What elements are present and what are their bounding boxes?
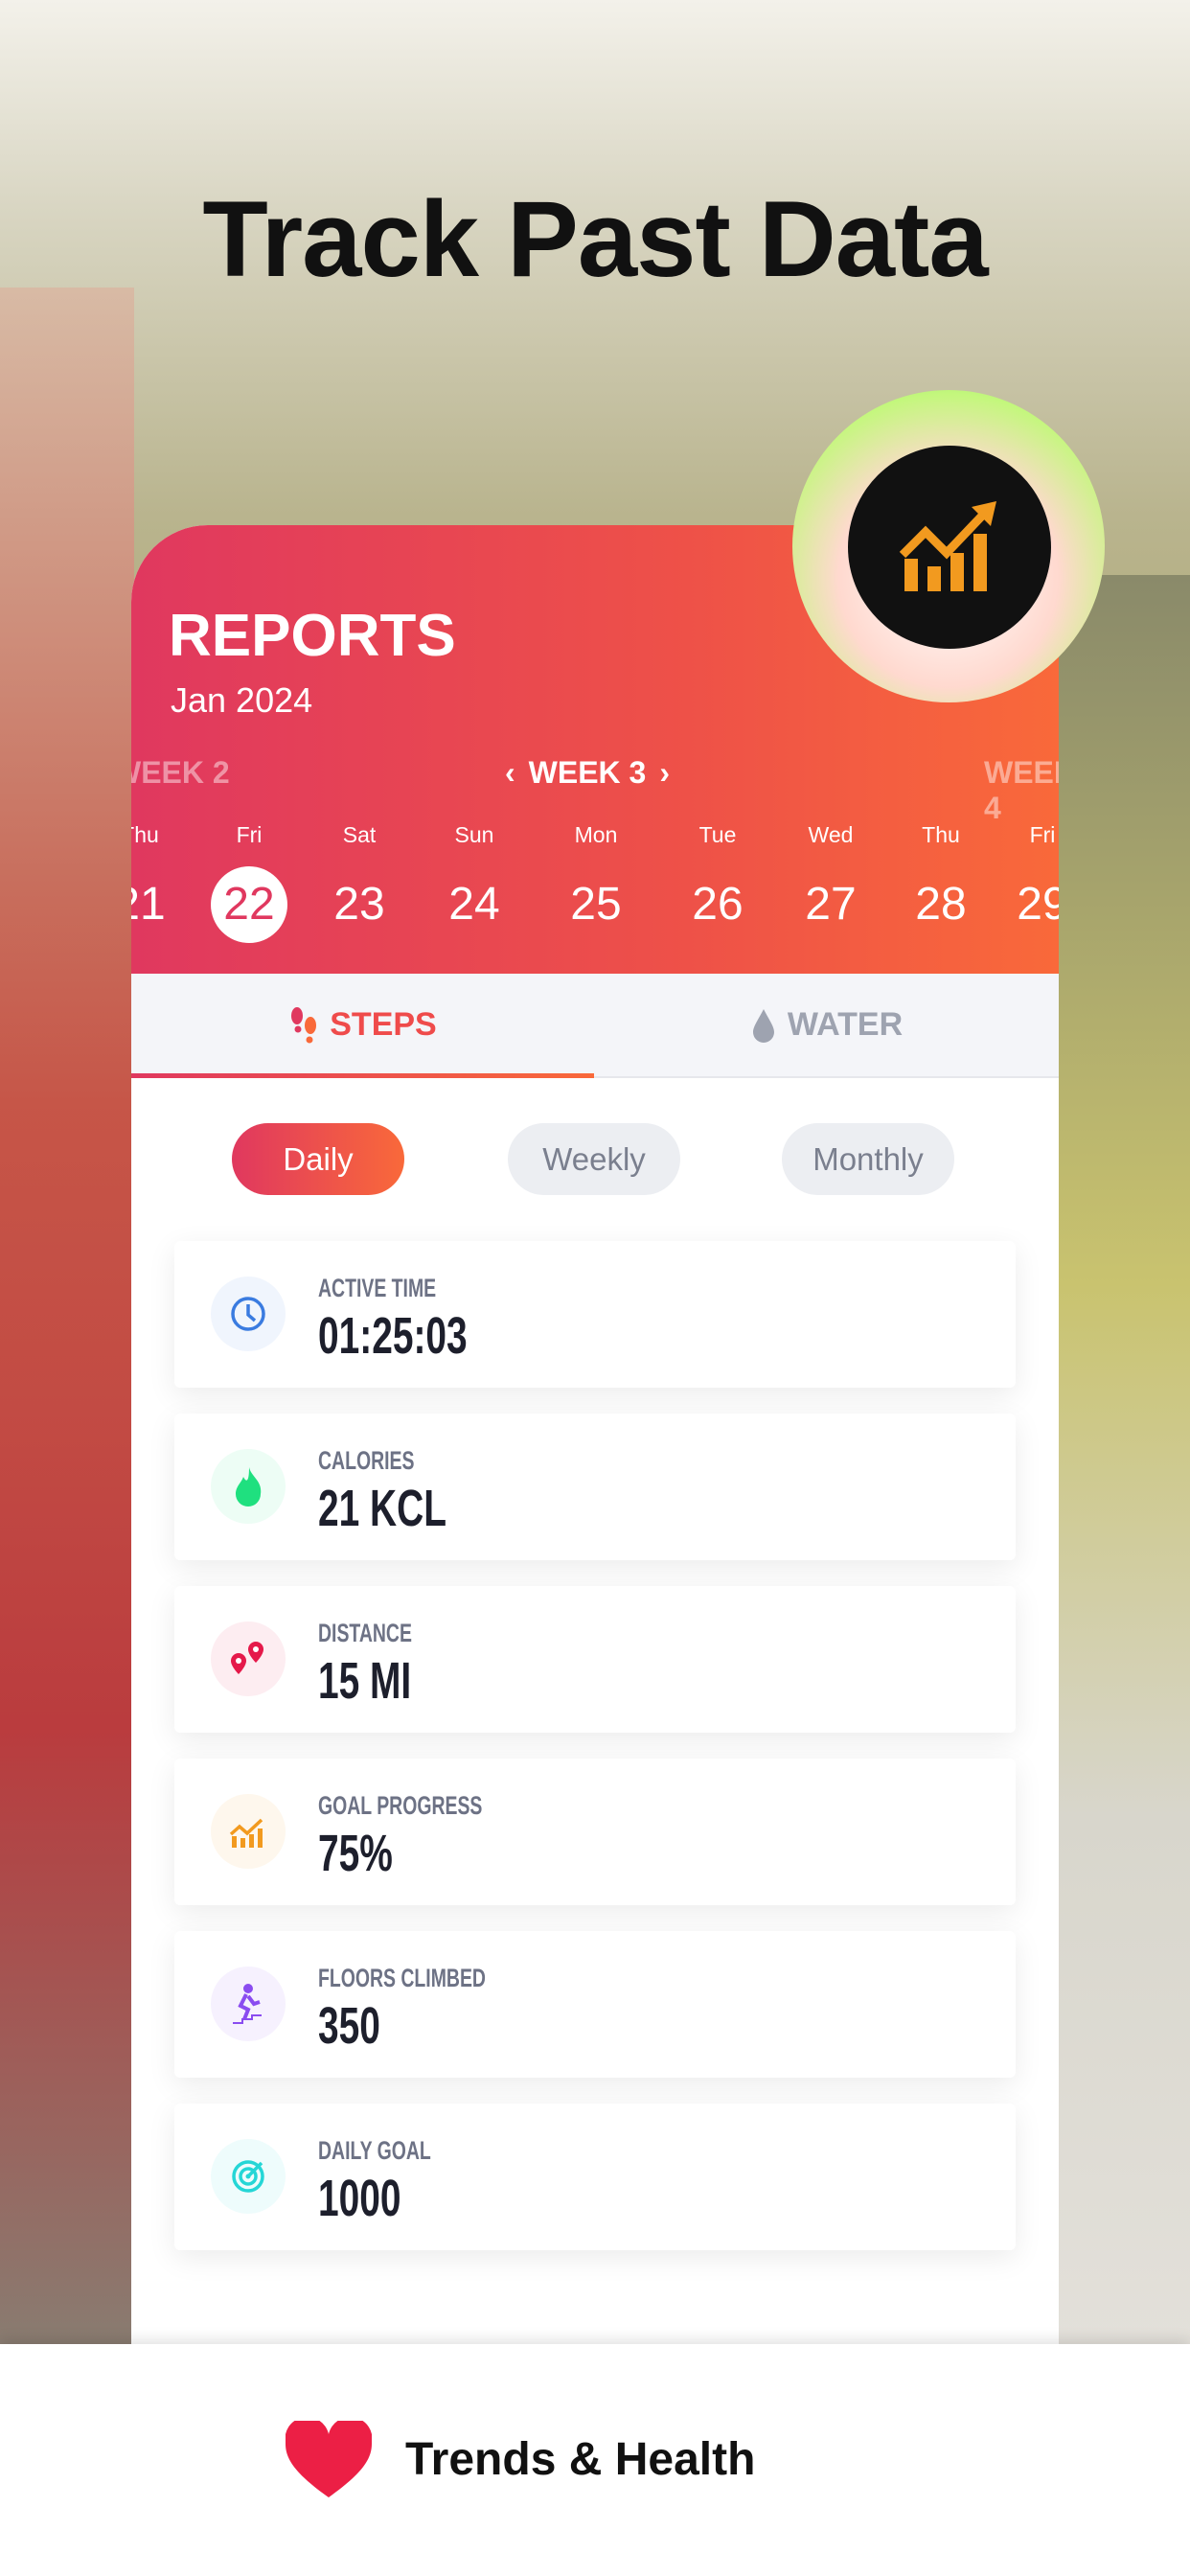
tab-steps-label: STEPS — [330, 1006, 437, 1043]
day-number: 24 — [448, 879, 500, 930]
day-25[interactable]: Mon 25 — [543, 822, 649, 943]
stat-label: ACTIVE TIME — [318, 1274, 437, 1302]
stat-value: 15 MI — [318, 1652, 412, 1710]
chevron-left-icon[interactable]: ‹ — [505, 755, 515, 790]
clock-icon — [211, 1276, 286, 1351]
day-26[interactable]: Tue 26 — [665, 822, 770, 943]
stat-card-floors-climbed: FLOORS CLIMBED 350 — [174, 1931, 1016, 2078]
day-28[interactable]: Thu 28 — [888, 822, 994, 943]
active-tab-indicator — [131, 1073, 594, 1078]
tab-steps[interactable]: STEPS — [131, 974, 595, 1076]
day-number: 25 — [570, 879, 622, 930]
day-name: Tue — [698, 822, 737, 847]
day-name: Sun — [454, 822, 494, 847]
stat-label: FLOORS CLIMBED — [318, 1964, 486, 1992]
day-24[interactable]: Sun 24 — [422, 822, 527, 943]
footer-banner: Trends & Health — [0, 2344, 1190, 2576]
stat-card-distance: DISTANCE 15 MI — [174, 1586, 1016, 1733]
tab-bar: STEPS WATER — [131, 974, 1059, 1078]
tab-water[interactable]: WATER — [595, 974, 1059, 1076]
stat-value: 1000 — [318, 2170, 401, 2227]
day-name: Mon — [574, 822, 618, 847]
chevron-right-icon[interactable]: › — [659, 755, 670, 790]
day-number: 22 — [211, 866, 287, 943]
stat-card-daily-goal: DAILY GOAL 1000 — [174, 2104, 1016, 2250]
headline: Track Past Data — [202, 179, 988, 299]
day-name: Sat — [342, 822, 377, 847]
day-number: 21 — [131, 879, 166, 930]
week-prev[interactable]: WEEK 2 — [131, 755, 230, 790]
day-23[interactable]: Sat 23 — [307, 822, 412, 943]
background-photo-left — [0, 288, 134, 2348]
day-22[interactable]: Fri 22 — [196, 822, 302, 943]
period-daily[interactable]: Daily — [232, 1123, 404, 1195]
week-selector: ‹ WEEK 3 › — [505, 755, 670, 791]
day-number: 29 — [1017, 879, 1059, 930]
day-name: Fri — [1029, 822, 1056, 847]
stat-value: 21 KCL — [318, 1480, 446, 1537]
day-29[interactable]: Fri 29 — [990, 822, 1059, 943]
day-name: Thu — [131, 822, 159, 847]
stat-card-goal-progress: GOAL PROGRESS 75% — [174, 1759, 1016, 1905]
map-pins-icon — [211, 1622, 286, 1696]
stat-value: 75% — [318, 1825, 393, 1882]
trend-chart-icon — [899, 501, 996, 591]
day-number: 27 — [805, 879, 857, 930]
water-drop-icon — [752, 1008, 774, 1043]
stat-label: CALORIES — [318, 1446, 415, 1475]
stat-label: DISTANCE — [318, 1619, 412, 1647]
stat-value: 350 — [318, 1997, 380, 2055]
week-next[interactable]: WEEK 4 — [984, 755, 1059, 825]
stat-label: GOAL PROGRESS — [318, 1791, 483, 1820]
trend-chart-icon — [211, 1794, 286, 1869]
day-27[interactable]: Wed 27 — [778, 822, 883, 943]
day-name: Thu — [922, 822, 960, 847]
flame-icon — [211, 1449, 286, 1524]
period-weekly[interactable]: Weekly — [508, 1123, 680, 1195]
background-photo-right — [1059, 575, 1190, 2348]
day-name: Fri — [236, 822, 263, 847]
reports-badge — [792, 390, 1105, 702]
day-21[interactable]: Thu 21 — [131, 822, 193, 943]
page-title: REPORTS — [169, 603, 456, 669]
app-screen: REPORTS Jan 2024 WEEK 2 ‹ WEEK 3 › WEEK … — [131, 525, 1059, 2394]
stairs-climber-icon — [211, 1966, 286, 2041]
footsteps-icon — [291, 1006, 317, 1043]
day-number: 26 — [692, 879, 744, 930]
target-icon — [211, 2139, 286, 2214]
stat-card-calories: CALORIES 21 KCL — [174, 1414, 1016, 1560]
day-number: 23 — [333, 879, 385, 930]
month-label: Jan 2024 — [171, 680, 313, 720]
stat-value: 01:25:03 — [318, 1307, 468, 1365]
stat-card-active-time: ACTIVE TIME 01:25:03 — [174, 1241, 1016, 1388]
period-monthly[interactable]: Monthly — [782, 1123, 954, 1195]
week-current: WEEK 3 — [528, 755, 647, 790]
stat-label: DAILY GOAL — [318, 2136, 431, 2165]
day-name: Wed — [808, 822, 854, 847]
heart-icon — [286, 2421, 372, 2497]
tab-water-label: WATER — [787, 1006, 904, 1043]
footer-label: Trends & Health — [405, 2434, 756, 2485]
day-number: 28 — [915, 879, 967, 930]
